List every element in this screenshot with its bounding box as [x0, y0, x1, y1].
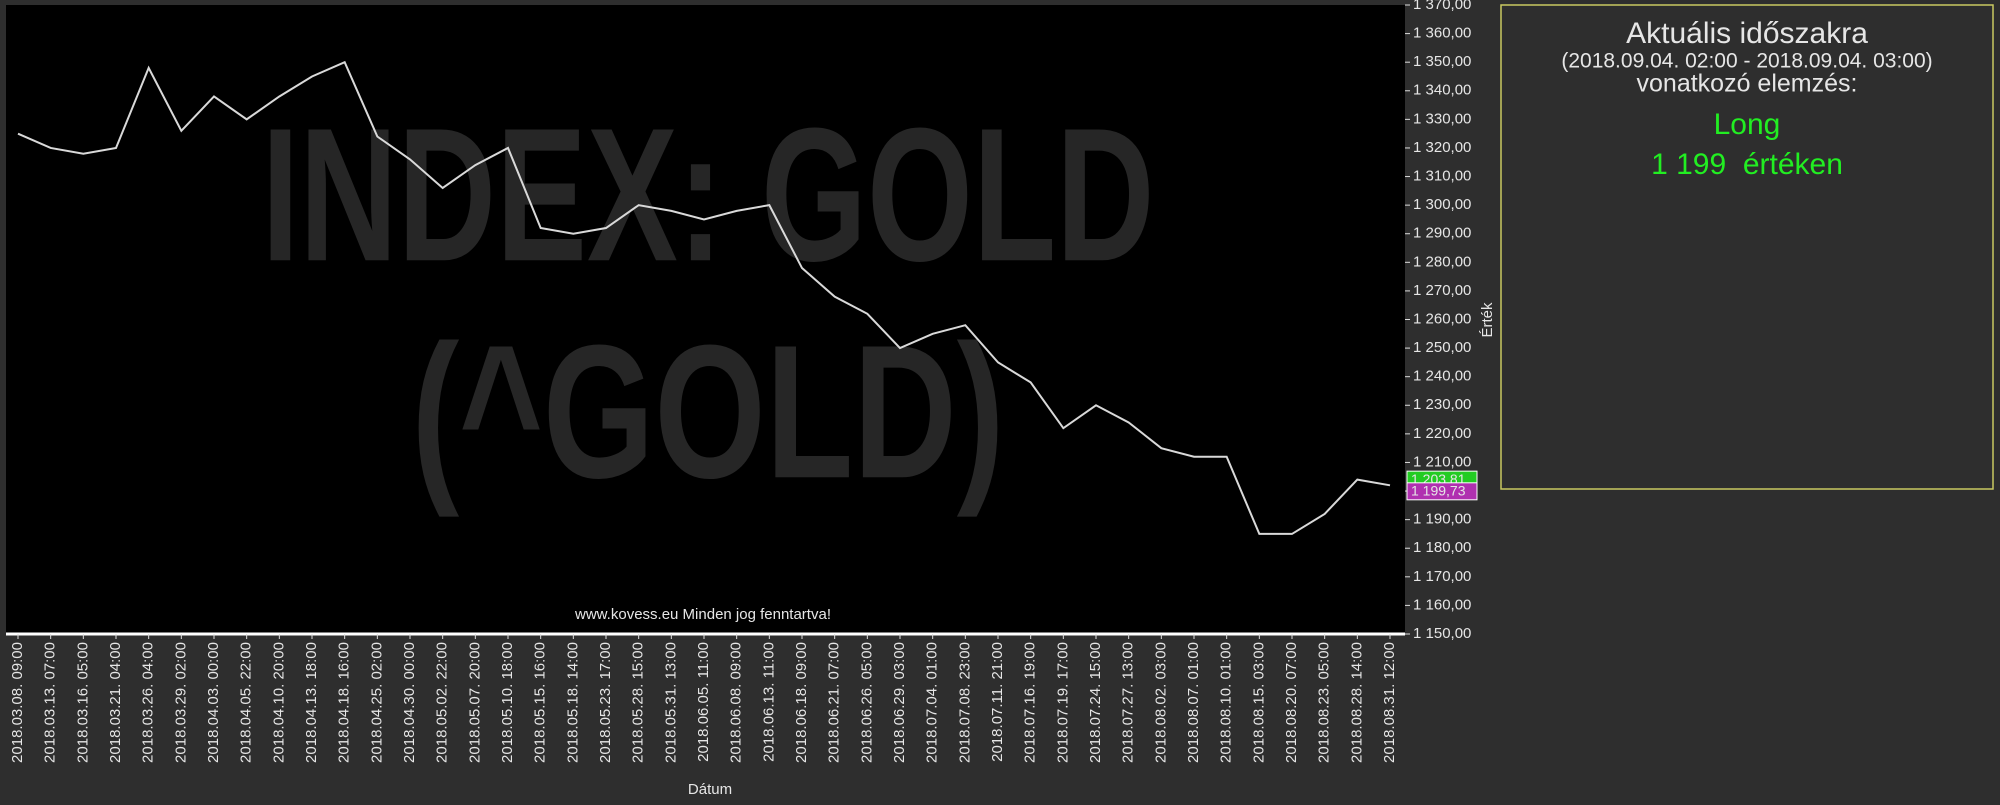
y-tick-label: 1 260,00 — [1413, 310, 1471, 327]
x-tick-label: 2018.06.13. 11:00 — [760, 642, 777, 762]
x-tick-label: 2018.06.29. 03:00 — [891, 642, 908, 763]
x-tick-label: 2018.08.31. 12:00 — [1381, 642, 1398, 763]
y-tick-label: 1 180,00 — [1413, 539, 1471, 556]
y-tick-label: 1 240,00 — [1413, 368, 1471, 385]
x-tick-label: 2018.06.08. 09:00 — [728, 642, 745, 763]
x-tick-label: 2018.06.26. 05:00 — [858, 642, 875, 763]
x-tick-label: 2018.08.23. 05:00 — [1316, 642, 1333, 763]
x-tick-label: 2018.08.28. 14:00 — [1348, 642, 1365, 763]
x-tick-label: 2018.07.08. 23:00 — [956, 642, 973, 763]
x-tick-label: 2018.08.20. 07:00 — [1283, 642, 1300, 763]
x-tick-label: 2018.03.13. 07:00 — [42, 642, 59, 763]
x-tick-label: 2018.03.26. 04:00 — [140, 642, 157, 763]
y-tick-label: 1 160,00 — [1413, 596, 1471, 613]
x-tick-label: 2018.03.16. 05:00 — [74, 642, 91, 763]
panel-signal: Long — [1714, 108, 1781, 141]
analysis-panel — [1500, 4, 1994, 490]
y-tick-label: 1 310,00 — [1413, 168, 1471, 185]
x-tick-label: 2018.04.03. 00:00 — [205, 642, 222, 763]
x-tick-label: 2018.05.10. 18:00 — [499, 642, 516, 763]
y-tick-label: 1 190,00 — [1413, 511, 1471, 528]
x-axis-label: Dátum — [688, 781, 732, 798]
x-tick-label: 2018.07.27. 13:00 — [1120, 642, 1137, 763]
y-tick-label: 1 320,00 — [1413, 139, 1471, 156]
price-marker-label: 1 199,73 — [1411, 483, 1466, 499]
watermark: INDEX: GOLD — [262, 89, 1155, 301]
x-tick-label: 2018.08.15. 03:00 — [1250, 642, 1267, 763]
y-tick-label: 1 250,00 — [1413, 339, 1471, 356]
x-tick-label: 2018.08.10. 01:00 — [1218, 642, 1235, 763]
plot-area — [6, 5, 1405, 634]
x-tick-label: 2018.04.30. 00:00 — [401, 642, 418, 763]
x-tick-label: 2018.07.16. 19:00 — [1022, 642, 1039, 763]
panel-title: Aktuális időszakra — [1626, 17, 1868, 50]
price-marker — [1406, 482, 1478, 501]
y-tick-label: 1 350,00 — [1413, 53, 1471, 70]
x-tick-label: 2018.04.10. 20:00 — [270, 642, 287, 763]
x-tick-label: 2018.08.07. 01:00 — [1185, 642, 1202, 763]
x-tick-label: 2018.04.13. 18:00 — [303, 642, 320, 763]
x-tick-label: 2018.05.15. 16:00 — [532, 642, 549, 763]
y-tick-label: 1 300,00 — [1413, 196, 1471, 213]
y-tick-label: 1 230,00 — [1413, 396, 1471, 413]
y-tick-label: 1 330,00 — [1413, 110, 1471, 127]
x-tick-label: 2018.03.08. 09:00 — [9, 642, 26, 763]
y-axis-label: Érték — [1479, 302, 1496, 338]
y-tick-label: 1 280,00 — [1413, 253, 1471, 270]
x-tick-label: 2018.05.31. 13:00 — [662, 642, 679, 763]
x-tick-label: 2018.03.21. 04:00 — [107, 642, 124, 763]
price-line — [17, 60, 1391, 535]
x-tick-label: 2018.05.07. 20:00 — [466, 642, 483, 763]
x-tick-label: 2018.06.21. 07:00 — [826, 642, 843, 763]
y-tick-label: 1 340,00 — [1413, 82, 1471, 99]
y-tick-label: 1 370,00 — [1413, 0, 1471, 13]
y-tick-label: 1 360,00 — [1413, 25, 1471, 42]
y-tick-label: 1 220,00 — [1413, 425, 1471, 442]
x-tick-label: 2018.04.05. 22:00 — [238, 642, 255, 763]
x-tick-label: 2018.07.19. 17:00 — [1054, 642, 1071, 763]
watermark: (^GOLD) — [412, 306, 1005, 518]
y-tick-label: 1 210,00 — [1413, 453, 1471, 470]
panel-period: (2018.09.04. 02:00 - 2018.09.04. 03:00) — [1561, 50, 1932, 73]
x-tick-label: 2018.08.02. 03:00 — [1152, 642, 1169, 763]
y-tick-label: 1 170,00 — [1413, 568, 1471, 585]
footer: www.kovess.eu Minden jog fenntartva! — [574, 606, 831, 623]
x-tick-label: 2018.07.11. 21:00 — [989, 642, 1006, 762]
x-tick-label: 2018.07.24. 15:00 — [1087, 642, 1104, 763]
y-tick-label: 1 150,00 — [1413, 625, 1471, 642]
x-tick-label: 2018.05.28. 15:00 — [630, 642, 647, 763]
x-tick-label: 2018.04.25. 02:00 — [368, 642, 385, 763]
panel-price: 1 199 értéken — [1651, 148, 1843, 181]
x-tick-label: 2018.03.29. 02:00 — [172, 642, 189, 763]
y-tick-label: 1 290,00 — [1413, 225, 1471, 242]
x-tick-label: 2018.06.18. 09:00 — [793, 642, 810, 763]
x-tick-label: 2018.05.18. 14:00 — [564, 642, 581, 763]
panel-subtitle: vonatkozó elemzés: — [1637, 70, 1858, 98]
x-tick-label: 2018.05.23. 17:00 — [597, 642, 614, 763]
x-tick-label: 2018.07.04. 01:00 — [924, 642, 941, 763]
x-tick-label: 2018.05.02. 22:00 — [434, 642, 451, 763]
y-tick-label: 1 270,00 — [1413, 282, 1471, 299]
x-tick-label: 2018.04.18. 16:00 — [336, 642, 353, 763]
x-tick-label: 2018.06.05. 11:00 — [695, 642, 712, 762]
